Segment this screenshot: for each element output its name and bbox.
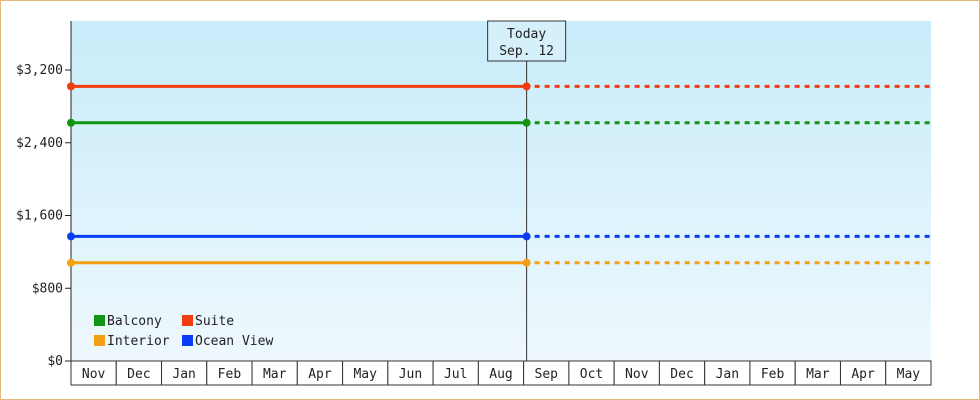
series-point-interior [67, 258, 75, 267]
month-cell [387, 360, 434, 386]
legend-label: Suite [195, 314, 234, 329]
legend-label: Balcony [107, 314, 162, 329]
x-tick-label: Mar [806, 367, 830, 382]
x-tick-label: Dec [670, 367, 693, 382]
x-tick-label: May [897, 367, 921, 382]
x-axis: Nov Dec Jan Feb Mar Apr May Jun Jul Aug Sep Oct Nov D… [70, 360, 932, 386]
month-cell [839, 360, 887, 386]
y-tick-label: $0 [47, 354, 63, 369]
x-tick-label: Feb [218, 367, 242, 382]
series-point-balcony [67, 118, 75, 127]
x-tick-label: Nov [625, 367, 649, 382]
x-tick-label: Apr [851, 367, 875, 382]
month-cell [613, 360, 660, 386]
plot-area [71, 21, 931, 361]
x-tick-label: Sep [535, 367, 559, 382]
month-cell [432, 360, 479, 386]
y-tick-label: $2,400 [16, 136, 63, 151]
today-date: Sep. 12 [499, 44, 554, 59]
month-cell [251, 360, 298, 386]
series-point-balcony [522, 118, 531, 127]
x-tick-label: Mar [263, 367, 287, 382]
legend-swatch [182, 315, 193, 326]
y-axis: $0 $800 $1,600 $2,400 $3,200 [16, 21, 72, 369]
y-tick-label: $1,600 [16, 209, 63, 224]
month-cell [70, 360, 117, 386]
series-point-suite [522, 82, 531, 91]
legend-swatch [182, 335, 193, 346]
y-tick-label: $3,200 [16, 63, 63, 78]
x-tick-label: Nov [82, 367, 106, 382]
month-cell [658, 360, 706, 386]
series-point-suite [67, 82, 75, 91]
series-point-interior [522, 258, 531, 267]
month-cell [342, 360, 389, 386]
legend-label: Interior [107, 334, 170, 349]
x-tick-label: Dec [127, 367, 150, 382]
x-tick-label: Apr [308, 367, 332, 382]
month-cell [296, 360, 344, 386]
legend: Balcony Suite Interior Ocean View [94, 314, 273, 349]
x-tick-label: Feb [761, 367, 785, 382]
x-tick-label: Jan [716, 367, 739, 382]
x-tick-label: Aug [489, 367, 512, 382]
month-cell [523, 360, 570, 386]
series-lines [67, 82, 931, 267]
y-tick-label: $800 [32, 281, 63, 296]
x-tick-label: Jun [399, 367, 422, 382]
legend-swatch [94, 335, 105, 346]
x-tick-label: May [353, 367, 377, 382]
today-box [487, 20, 567, 62]
x-tick-label: Jul [444, 367, 467, 382]
month-cell [885, 360, 932, 386]
x-tick-label: Jan [172, 367, 195, 382]
today-marker: Today Sep. 12 [487, 20, 567, 361]
month-cell [794, 360, 841, 386]
month-cell [206, 360, 253, 386]
series-point-ocean-view [67, 232, 75, 241]
x-tick-label: Oct [580, 367, 603, 382]
series-point-ocean-view [522, 232, 531, 241]
month-cell [477, 360, 525, 386]
legend-swatch [94, 315, 105, 326]
legend-label: Ocean View [195, 334, 273, 349]
month-cell [568, 360, 615, 386]
today-label: Today [507, 27, 546, 42]
